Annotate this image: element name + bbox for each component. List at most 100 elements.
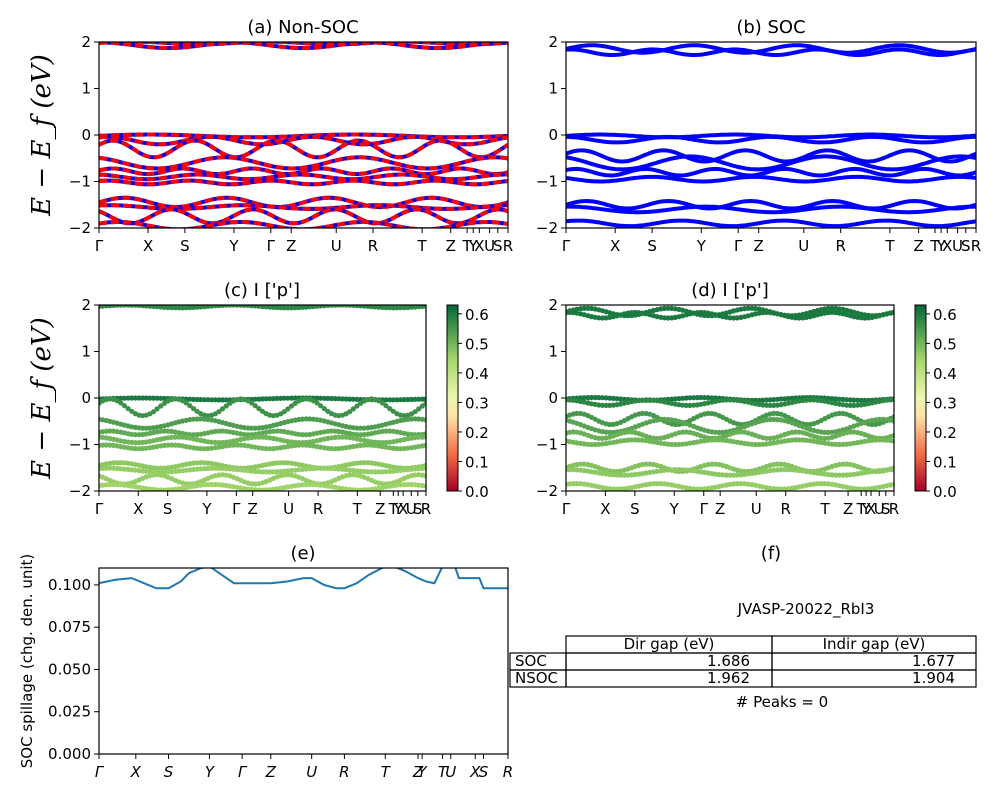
xtick-label: Y xyxy=(861,500,872,518)
xtick-label: S xyxy=(881,500,891,518)
ytick-label: 2 xyxy=(548,296,558,314)
band-point xyxy=(387,406,393,412)
band-point xyxy=(803,397,810,403)
xtick-label: Z xyxy=(286,237,296,255)
band-line xyxy=(99,207,508,226)
band-point xyxy=(289,403,295,409)
band-point xyxy=(216,409,222,415)
band-point xyxy=(285,406,291,412)
band-point xyxy=(891,432,894,438)
title-d: (d) I ['p'] xyxy=(691,280,769,301)
band-point xyxy=(672,421,678,428)
xtick-label: X xyxy=(942,237,952,255)
band-point xyxy=(405,467,411,473)
band-point xyxy=(209,481,215,488)
band-point xyxy=(132,440,138,446)
ytick-label: 1 xyxy=(548,80,558,98)
band-point xyxy=(176,434,182,440)
xtick-label: Z xyxy=(248,500,258,518)
xtick-label: T xyxy=(856,500,867,518)
band-point xyxy=(829,472,835,478)
band-point xyxy=(223,397,229,403)
xtick-label: T xyxy=(462,237,473,255)
band-point xyxy=(339,396,345,402)
band-point xyxy=(383,403,389,409)
band-point xyxy=(643,461,649,467)
band-point xyxy=(570,481,576,487)
band-point xyxy=(394,446,400,452)
band-point xyxy=(876,437,883,443)
xtick-label: T xyxy=(417,237,428,255)
band-point xyxy=(836,396,842,402)
band-point xyxy=(299,432,306,438)
xtick-label: Γ xyxy=(238,763,248,781)
band-point xyxy=(891,310,894,316)
xtick-label: S xyxy=(164,763,174,781)
band-point xyxy=(763,397,770,403)
band-point xyxy=(767,402,773,408)
band-point xyxy=(862,315,868,321)
xtick-label: S xyxy=(493,237,503,255)
band-point xyxy=(851,397,857,403)
band-point xyxy=(147,395,153,401)
band-point xyxy=(100,442,106,448)
xtick-label: Y xyxy=(669,500,680,518)
band-point xyxy=(201,397,207,403)
band-line xyxy=(99,178,508,187)
band-point xyxy=(198,397,204,403)
colorbar-tick-label: 0.1 xyxy=(933,453,957,471)
colorbar-tick-label: 0.0 xyxy=(933,483,957,501)
band-point xyxy=(143,395,149,401)
band-point xyxy=(187,396,193,402)
band-point xyxy=(252,425,258,431)
band-point xyxy=(891,481,894,487)
band-point xyxy=(796,437,802,443)
cell-nsoc-indir: 1.904 xyxy=(912,669,955,687)
band-point xyxy=(198,460,204,466)
band-point xyxy=(361,460,367,466)
plot-area-c xyxy=(99,305,426,491)
band-line xyxy=(566,47,976,57)
plot-area-b xyxy=(566,43,976,228)
band-point xyxy=(140,425,146,431)
band-point xyxy=(140,395,146,401)
band-point xyxy=(103,465,109,471)
band-point xyxy=(891,418,894,424)
band-point xyxy=(390,397,396,403)
band-point xyxy=(891,414,894,420)
band-point xyxy=(423,396,426,402)
band-point xyxy=(383,305,389,311)
xtick-label: Y xyxy=(696,237,707,255)
band-point xyxy=(328,465,335,471)
band-point xyxy=(745,305,751,311)
band-point xyxy=(836,472,842,478)
band-point xyxy=(132,446,138,452)
ytick-label: 0.075 xyxy=(48,618,91,636)
band-line xyxy=(566,198,976,211)
xtick-label: Γ xyxy=(95,237,104,255)
band-point xyxy=(267,469,273,475)
ytick-label: 0 xyxy=(548,126,558,144)
band-point xyxy=(614,472,620,478)
band-point xyxy=(891,397,894,403)
band-point xyxy=(198,466,204,472)
band-point xyxy=(618,472,624,478)
xtick-label: U xyxy=(952,237,963,255)
ytick-label: 1 xyxy=(81,80,91,98)
xtick-label: X xyxy=(130,763,142,781)
band-point xyxy=(230,442,236,448)
band-point xyxy=(296,305,302,311)
xtick-label: S xyxy=(163,500,173,518)
xtick-label: X xyxy=(469,763,481,781)
band-point xyxy=(891,438,894,444)
band-point xyxy=(241,431,247,438)
xtick-label: U xyxy=(874,500,885,518)
xtick-label: U xyxy=(283,500,294,518)
row-label-nsoc: NSOC xyxy=(515,669,558,687)
band-point xyxy=(763,309,770,315)
band-point xyxy=(328,446,335,452)
band-point xyxy=(639,410,646,416)
band-point xyxy=(621,472,627,478)
xtick-label: X xyxy=(398,500,408,518)
